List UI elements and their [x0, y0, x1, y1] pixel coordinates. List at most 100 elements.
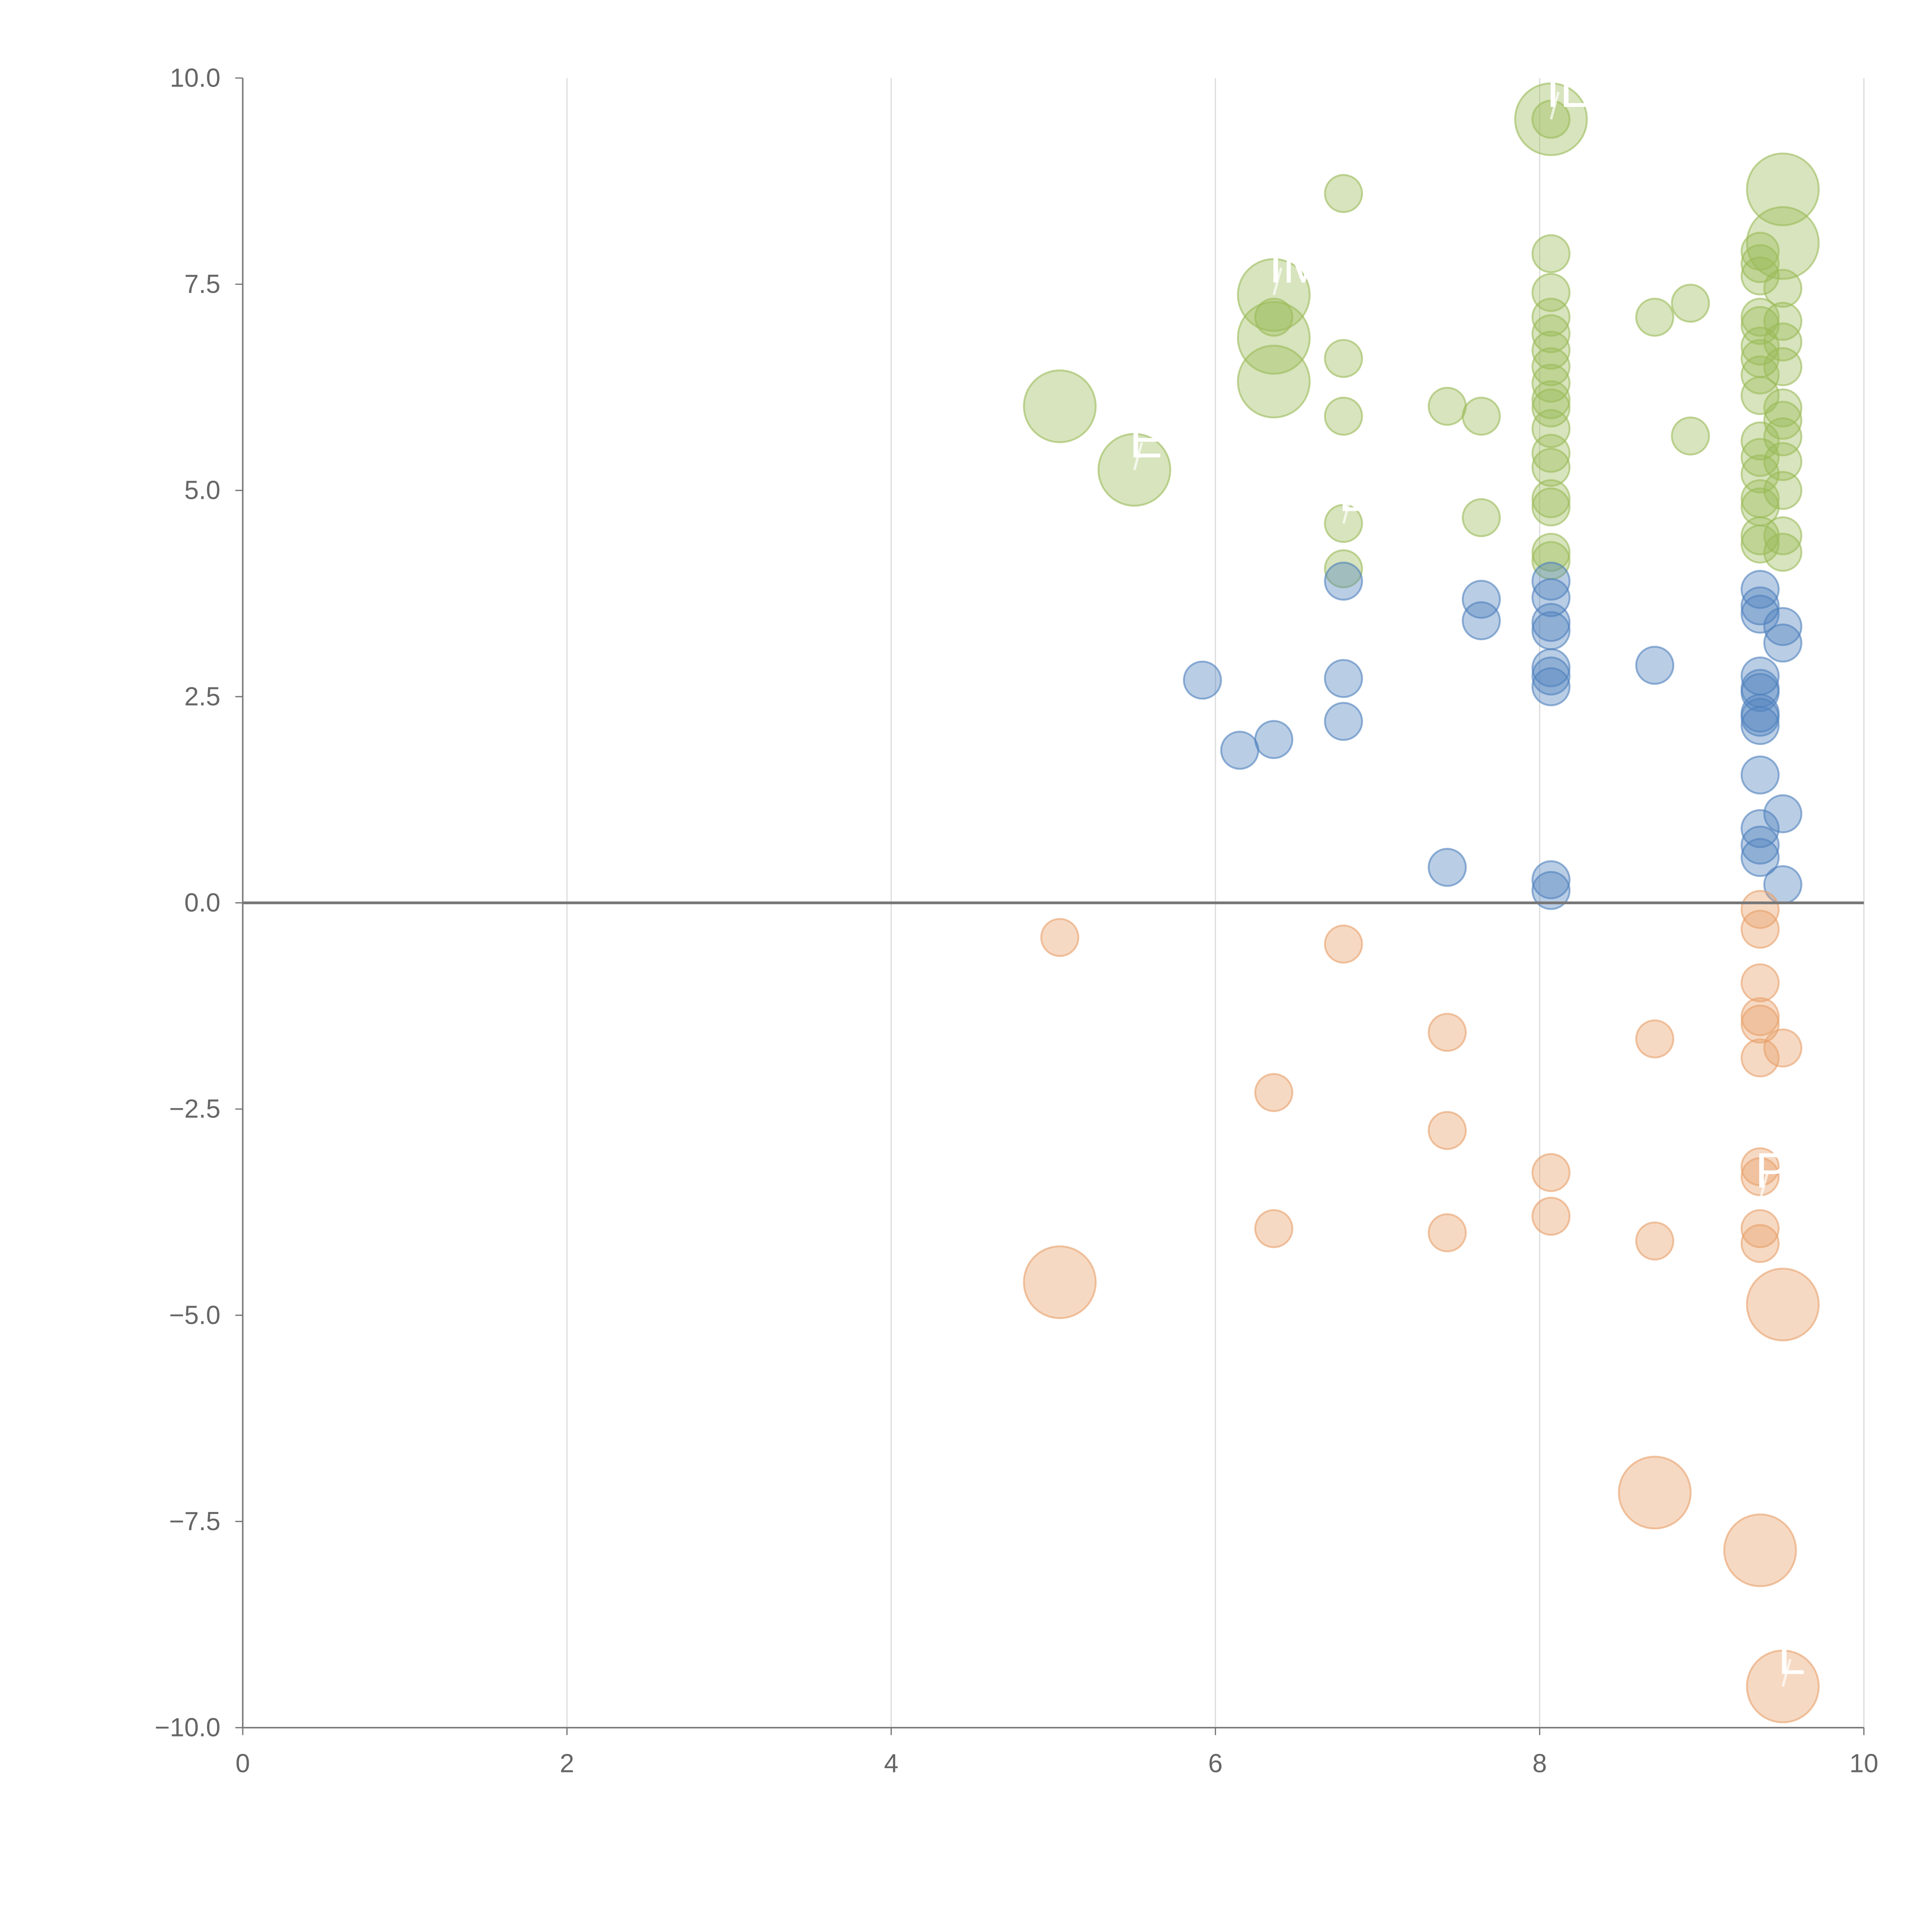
bubble-green: [1740, 376, 1780, 415]
bubble-orange: [1531, 1197, 1571, 1236]
x-tick-label: 6: [1208, 1749, 1223, 1778]
y-tick-label: 5.0: [184, 476, 221, 505]
bubble-orange: [1740, 910, 1780, 949]
bubble-blue: [1324, 659, 1363, 698]
annotation-label: IL: [1546, 63, 1587, 118]
y-tick-label: 10.0: [170, 63, 221, 92]
bubble-orange: [1040, 918, 1080, 957]
annotation-label: IM: [1269, 238, 1324, 293]
bubble-green: [1531, 347, 1571, 386]
bubble-green: [1740, 256, 1780, 296]
bubble-green: [1531, 532, 1571, 572]
bubble-green: [1635, 298, 1674, 337]
bubble-green: [1237, 345, 1311, 418]
bubble-green: [1462, 498, 1501, 537]
bubble-green: [1531, 434, 1571, 473]
bubble-green: [1531, 234, 1571, 274]
x-tick-label: 2: [560, 1749, 574, 1778]
bubble-green: [1763, 302, 1803, 341]
bubble-orange: [1254, 1209, 1294, 1248]
bubble-blue: [1740, 809, 1780, 848]
bubble-green: [1531, 380, 1571, 419]
bubble-green: [1531, 447, 1571, 487]
bubble-green: [1740, 516, 1780, 556]
bubble-blue: [1531, 561, 1571, 601]
annotation-label: E: [1129, 413, 1163, 468]
y-tick-label: −7.5: [169, 1507, 221, 1536]
bubble-orange: [1427, 1013, 1467, 1052]
bubble-orange: [1427, 1213, 1467, 1252]
bubble-green: [1324, 339, 1363, 378]
x-tick-label: 10: [1849, 1749, 1878, 1778]
bubble-green: [1740, 524, 1780, 564]
annotation-label: D: [1338, 467, 1374, 522]
annotation-label: P: [1755, 1143, 1788, 1198]
x-tick-label: 0: [235, 1749, 250, 1778]
bubble-green: [1671, 416, 1710, 456]
bubble-blue: [1254, 720, 1294, 759]
bubble-green: [1763, 471, 1803, 510]
y-tick-label: 2.5: [184, 682, 221, 711]
bubble-green: [1531, 330, 1571, 370]
bubble-orange: [1531, 1153, 1571, 1192]
bubble-green: [1746, 206, 1820, 280]
bubble-green: [1324, 396, 1363, 436]
bubble-green: [1427, 387, 1467, 426]
bubble-orange: [1427, 1111, 1467, 1150]
bubble-blue: [1763, 607, 1803, 646]
annotation-leader: [1342, 496, 1352, 524]
bubble-orange: [1763, 1028, 1803, 1068]
y-tick-label: −5.0: [169, 1301, 221, 1330]
bubble-green: [1740, 355, 1780, 395]
bubble-blue: [1462, 580, 1501, 619]
x-tick-label: 8: [1532, 1749, 1547, 1778]
bubble-blue: [1183, 660, 1222, 700]
bubble-green: [1531, 314, 1571, 354]
bubble-blue: [1763, 623, 1803, 663]
bubble-blue: [1531, 603, 1571, 642]
bubble-orange: [1740, 963, 1780, 1003]
bubble-blue: [1531, 667, 1571, 706]
bubble-blue: [1740, 755, 1780, 795]
bubble-orange: [1254, 1073, 1294, 1112]
bubble-blue: [1740, 697, 1780, 737]
bubble-green: [1462, 396, 1501, 436]
bubble-orange: [1740, 1147, 1780, 1187]
bubble-orange: [1635, 1221, 1674, 1261]
bubble-orange: [1746, 1267, 1820, 1342]
annotation-leader: [1549, 92, 1560, 120]
bubble-orange: [1023, 1245, 1097, 1319]
bubble-orange: [1635, 1019, 1674, 1059]
y-tick-label: 0.0: [184, 888, 221, 917]
bubble-blue: [1324, 702, 1363, 741]
bubble-green: [1531, 479, 1571, 519]
bubble-blue: [1740, 706, 1780, 745]
bubble-green: [1763, 347, 1803, 386]
y-tick-label: −10.0: [155, 1713, 220, 1742]
bubble-orange: [1618, 1456, 1692, 1530]
bubble-green: [1023, 369, 1097, 443]
bubble-green: [1324, 549, 1363, 588]
bubble-blue: [1740, 594, 1780, 634]
bubble-orange: [1740, 1038, 1780, 1078]
bubble-blue: [1740, 825, 1780, 865]
bubble-green: [1254, 298, 1294, 337]
bubble-green: [1531, 487, 1571, 527]
bubble-green: [1531, 298, 1571, 337]
bubble-blue: [1531, 860, 1571, 900]
bubble-green: [1514, 82, 1588, 156]
bubble-blue: [1220, 731, 1259, 770]
annotation-label: L: [1778, 1629, 1805, 1685]
bubble-orange: [1740, 890, 1780, 929]
bubble-orange: [1740, 1004, 1780, 1044]
y-tick-label: 7.5: [184, 270, 221, 299]
annotation-leader: [1133, 442, 1143, 470]
bubbles: [1023, 82, 1820, 1723]
bubble-orange: [1324, 924, 1363, 964]
bubble-blue: [1324, 561, 1363, 601]
bubble-blue: [1531, 871, 1571, 910]
bubble-green: [1531, 388, 1571, 428]
bubble-green: [1763, 401, 1803, 440]
bubble-green: [1740, 244, 1780, 283]
